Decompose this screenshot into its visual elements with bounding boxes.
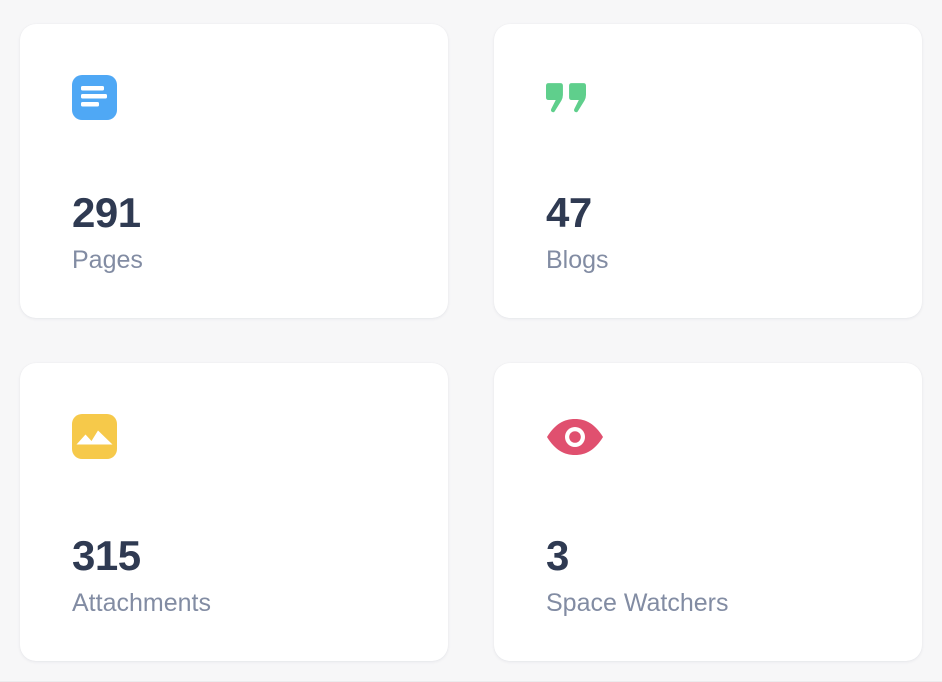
quote-icon — [546, 82, 586, 112]
blogs-stat-card[interactable]: 47 Blogs — [494, 24, 922, 318]
space-watchers-stat-card[interactable]: 3 Space Watchers — [494, 363, 922, 661]
eye-icon — [547, 418, 603, 455]
blogs-icon-slot — [546, 75, 870, 120]
pages-label: Pages — [72, 246, 143, 274]
attachments-count: 315 — [72, 532, 141, 579]
image-icon — [72, 414, 117, 459]
blogs-label: Blogs — [546, 246, 609, 274]
blogs-count: 47 — [546, 189, 592, 236]
attachments-icon-slot — [72, 414, 396, 459]
space-watchers-icon-slot — [546, 414, 870, 459]
space-watchers-count: 3 — [546, 532, 569, 579]
attachments-stat-card[interactable]: 315 Attachments — [20, 363, 448, 661]
stats-grid: 291 Pages 47 Blogs — [20, 24, 922, 661]
attachments-label: Attachments — [72, 589, 211, 617]
space-watchers-label: Space Watchers — [546, 589, 729, 617]
pages-stat-card[interactable]: 291 Pages — [20, 24, 448, 318]
pages-count: 291 — [72, 189, 141, 236]
document-icon — [72, 75, 117, 120]
pages-icon-slot — [72, 75, 396, 120]
